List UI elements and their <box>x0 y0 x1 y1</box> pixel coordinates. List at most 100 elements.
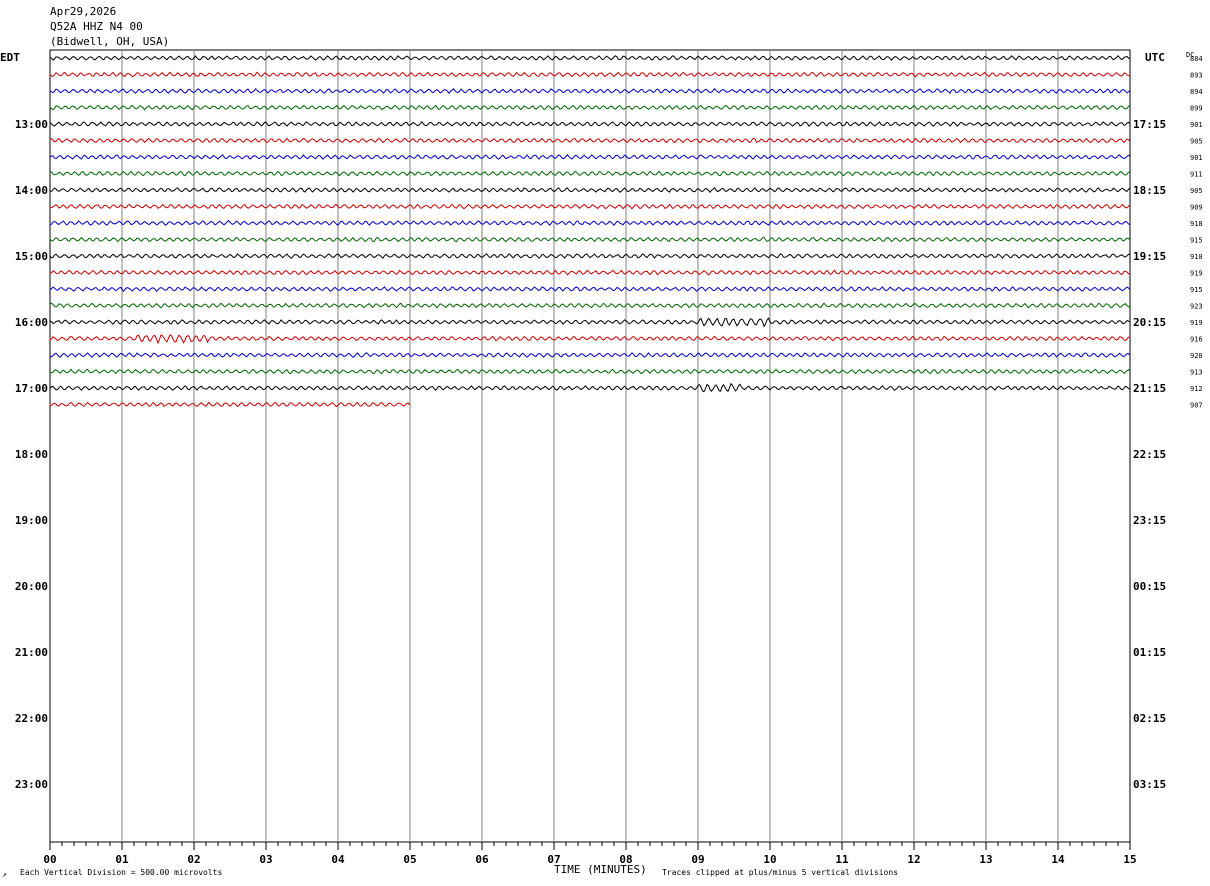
left-timezone-label: EDT <box>0 51 20 64</box>
dc-offset-label: 915 <box>1190 237 1203 245</box>
scale-note: Each Vertical Division = 500.00 microvol… <box>20 868 222 877</box>
left-hour-label: 15:00 <box>15 250 48 263</box>
trace-17 <box>49 334 1131 345</box>
right-hour-label: 20:15 <box>1133 316 1166 329</box>
dc-offset-label: 909 <box>1190 204 1203 212</box>
dc-offset-label: 901 <box>1190 154 1203 162</box>
left-hour-label: 23:00 <box>15 778 48 791</box>
x-tick-label: 12 <box>907 853 920 866</box>
footer-marker: ↗ <box>2 870 7 879</box>
dc-offset-label: 919 <box>1190 270 1203 278</box>
dc-offset-label: 916 <box>1190 336 1203 344</box>
trace-16 <box>49 317 1131 328</box>
clip-note: Traces clipped at plus/minus 5 vertical … <box>662 868 898 877</box>
x-axis-ticks: 00 01 02 03 04 05 06 07 08 09 10 11 12 13 14 15 <box>43 842 1137 866</box>
dc-offset-label: 911 <box>1190 171 1203 179</box>
header-location: (Bidwell, OH, USA) <box>50 35 169 48</box>
dc-offset-label: 913 <box>1190 369 1203 377</box>
x-tick-label: 01 <box>115 853 129 866</box>
trace-3 <box>49 104 1131 111</box>
dc-offset-label: 923 <box>1190 303 1203 311</box>
dc-offset-label: 905 <box>1190 138 1203 146</box>
x-tick-label: 02 <box>187 853 200 866</box>
left-hour-label: 22:00 <box>15 712 48 725</box>
x-tick-label: 06 <box>475 853 489 866</box>
x-tick-label: 07 <box>547 853 560 866</box>
dc-offset-label: 918 <box>1190 220 1203 228</box>
x-tick-label: 15 <box>1123 853 1136 866</box>
trace-15 <box>49 302 1131 309</box>
trace-13 <box>49 269 1131 276</box>
dc-offset-label: 920 <box>1190 352 1203 360</box>
x-tick-label: 14 <box>1051 853 1065 866</box>
x-tick-label: 05 <box>403 853 416 866</box>
dc-offset-label: 901 <box>1190 121 1203 129</box>
x-tick-label: 11 <box>835 853 849 866</box>
left-hour-label: 20:00 <box>15 580 48 593</box>
plot-frame <box>49 49 1131 843</box>
header-date: Apr29,2026 <box>50 5 116 18</box>
left-hour-label: 16:00 <box>15 316 48 329</box>
right-hour-label: 22:15 <box>1133 448 1166 461</box>
dc-offset-labels: 884 893 894 899 901 905 901 911 905 909 918 915 910 9… <box>1190 55 1203 410</box>
right-hour-label: 21:15 <box>1133 382 1166 395</box>
right-timezone-label: UTC <box>1145 51 1165 64</box>
trace-group <box>49 55 1131 408</box>
x-axis-title: TIME (MINUTES) <box>554 863 647 876</box>
dc-offset-label: 910 <box>1190 253 1203 261</box>
x-tick-label: 04 <box>331 853 345 866</box>
trace-2 <box>49 87 1131 95</box>
header-station: Q52A HHZ N4 00 <box>50 20 143 33</box>
dc-offset-label: 915 <box>1190 286 1203 294</box>
trace-5 <box>49 137 1131 144</box>
x-tick-label: 13 <box>979 853 992 866</box>
trace-4 <box>49 121 1131 127</box>
trace-7 <box>49 170 1131 177</box>
right-hour-label: 17:15 <box>1133 118 1166 131</box>
left-hour-label: 13:00 <box>15 118 48 131</box>
minute-gridlines <box>121 50 1059 842</box>
dc-offset-label: 899 <box>1190 105 1203 113</box>
trace-12 <box>49 253 1131 259</box>
right-hour-label: 00:15 <box>1133 580 1166 593</box>
trace-1 <box>49 71 1131 78</box>
dc-offset-label: 884 <box>1190 55 1203 63</box>
x-tick-label: 08 <box>619 853 632 866</box>
right-hour-label: 03:15 <box>1133 778 1166 791</box>
left-hour-labels: 13:00 14:00 15:00 16:00 17:00 18:00 19:00 20:00… <box>15 118 48 791</box>
trace-18 <box>49 352 1131 358</box>
left-hour-label: 17:00 <box>15 382 48 395</box>
left-hour-label: 19:00 <box>15 514 48 527</box>
dc-offset-label: 919 <box>1190 319 1203 327</box>
trace-14 <box>49 286 1131 292</box>
left-hour-label: 18:00 <box>15 448 48 461</box>
trace-11 <box>49 236 1131 243</box>
x-tick-label: 10 <box>763 853 776 866</box>
trace-10 <box>49 220 1131 226</box>
right-hour-label: 18:15 <box>1133 184 1166 197</box>
dc-offset-label: 912 <box>1190 385 1203 393</box>
x-tick-label: 09 <box>691 853 704 866</box>
right-hour-labels: 17:15 18:15 19:15 20:15 21:15 22:15 23:15 00:15… <box>1133 118 1166 791</box>
trace-9 <box>49 203 1131 210</box>
dc-offset-label: 907 <box>1190 402 1203 410</box>
left-hour-label: 14:00 <box>15 184 48 197</box>
dc-label: DC <box>1186 51 1194 59</box>
trace-6 <box>49 154 1131 160</box>
trace-8 <box>49 187 1131 193</box>
trace-21 <box>49 401 411 408</box>
dc-offset-label: 905 <box>1190 187 1203 195</box>
right-hour-label: 23:15 <box>1133 514 1166 527</box>
x-tick-label: 00 <box>43 853 56 866</box>
right-hour-label: 19:15 <box>1133 250 1166 263</box>
trace-0 <box>49 55 1131 61</box>
trace-20 <box>49 382 1131 393</box>
dc-offset-label: 893 <box>1190 72 1203 80</box>
trace-19 <box>49 368 1131 375</box>
x-tick-label: 03 <box>259 853 272 866</box>
right-hour-label: 01:15 <box>1133 646 1166 659</box>
right-hour-label: 02:15 <box>1133 712 1166 725</box>
left-hour-label: 21:00 <box>15 646 48 659</box>
dc-offset-label: 894 <box>1190 88 1203 96</box>
